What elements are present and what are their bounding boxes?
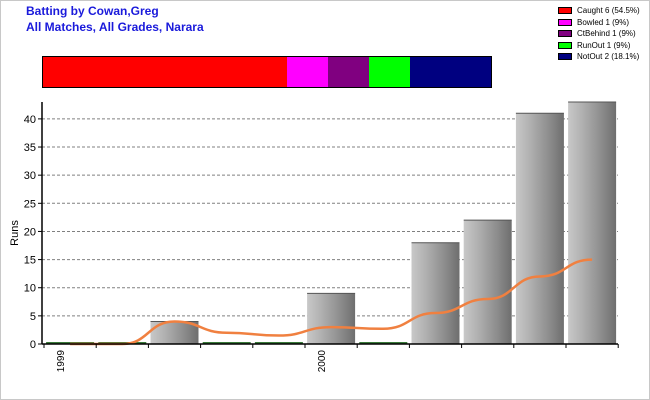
bar [359,342,408,344]
chart-subtitle: All Matches, All Grades, Narara [26,20,204,34]
x-tick-label: 2000 [317,350,328,373]
stack-segment [287,57,329,87]
y-tick-label: 20 [24,226,36,238]
y-tick-label: 25 [24,198,36,210]
stack-segment [328,57,369,87]
legend-swatch [558,7,572,15]
legend-item: CtBehind 1 (9%) [558,28,640,40]
stack-segment [368,57,410,87]
y-tick-label: 0 [30,339,36,351]
bar [307,293,356,344]
legend-label: Caught 6 (54.5%) [577,6,640,16]
legend-label: CtBehind 1 (9%) [577,29,636,39]
trend-line [70,258,593,346]
legend-label: RunOut 1 (9%) [577,40,631,50]
legend-swatch [558,30,572,38]
chart-title: Batting by Cowan,Greg [26,4,159,18]
bar [202,342,251,344]
y-tick-label: 15 [24,255,36,267]
bar [515,113,564,344]
legend-swatch [558,18,572,26]
y-tick-label: 35 [24,142,36,154]
bar [568,102,617,344]
bar [254,342,303,344]
bar [463,220,512,344]
legend-item: Bowled 1 (9%) [558,17,640,29]
legend-item: RunOut 1 (9%) [558,40,640,52]
bar [411,242,460,344]
legend: Caught 6 (54.5%) Bowled 1 (9%) CtBehind 1 … [558,5,640,63]
y-tick-label: 40 [24,114,36,126]
legend-item: NotOut 2 (18.1%) [558,51,640,63]
x-tick-label: 1999 [56,350,67,373]
legend-item: Caught 6 (54.5%) [558,5,640,17]
legend-label: Bowled 1 (9%) [577,17,630,27]
stack-segment [409,57,491,87]
legend-swatch [558,53,572,61]
y-tick-label: 10 [24,283,36,295]
y-tick-label: 30 [24,170,36,182]
dismissal-stacked-bar [42,56,492,88]
y-axis-label: Runs [9,220,21,246]
legend-label: NotOut 2 (18.1%) [577,52,640,62]
bar [150,321,199,344]
y-tick-label: 5 [30,311,36,323]
stack-segment [43,57,288,87]
legend-swatch [558,41,572,49]
